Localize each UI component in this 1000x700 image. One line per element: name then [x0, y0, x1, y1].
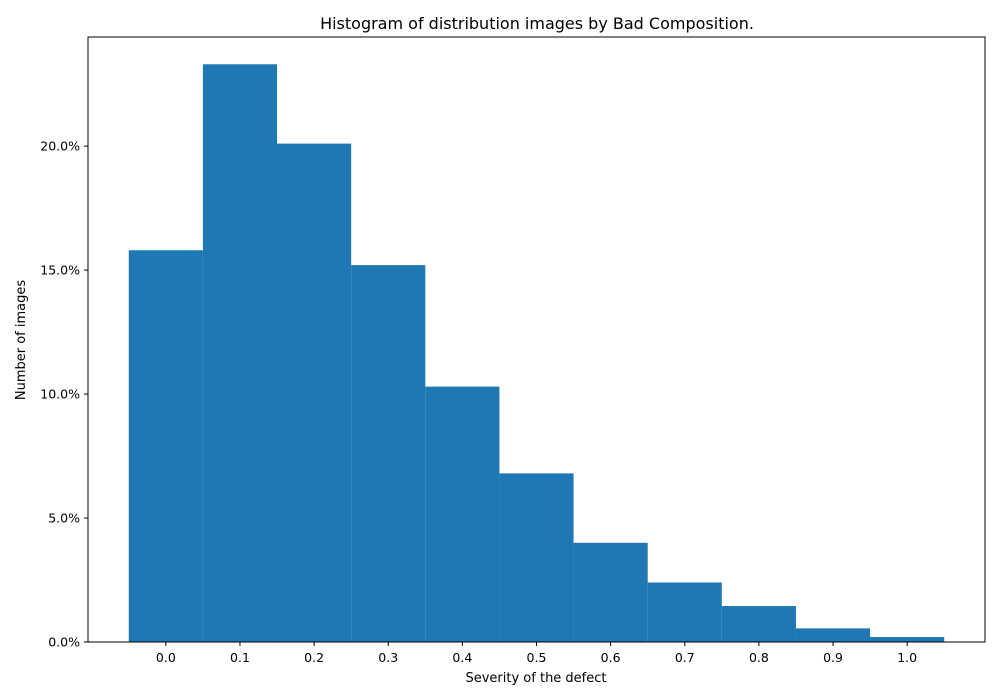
bars-group — [128, 64, 945, 643]
x-tick-label: 0.4 — [452, 650, 472, 665]
x-tick-label: 0.7 — [675, 650, 695, 665]
x-tick-label: 0.0 — [156, 650, 176, 665]
y-axis-label: Number of images — [14, 280, 29, 401]
histogram-bar — [128, 250, 203, 642]
y-tick-label: 15.0% — [40, 263, 80, 278]
histogram-bar — [277, 143, 352, 643]
x-tick-label: 0.1 — [230, 650, 250, 665]
y-tick-label: 5.0% — [48, 511, 80, 526]
x-tick-label: 1.0 — [897, 650, 917, 665]
x-tick-label: 0.6 — [601, 650, 621, 665]
x-axis: 0.0 0.1 0.2 0.3 0.4 0.5 0.6 0.7 0.8 0.9 1.0 — [156, 642, 917, 665]
histogram-bar — [647, 582, 722, 642]
x-tick-label: 0.3 — [378, 650, 398, 665]
x-tick-label: 0.2 — [304, 650, 324, 665]
x-tick-label: 0.8 — [749, 650, 769, 665]
y-axis: 0.0% 5.0% 10.0% 15.0% 20.0% — [40, 139, 88, 650]
histogram-bar — [721, 606, 796, 642]
x-tick-label: 0.5 — [527, 650, 547, 665]
histogram-bar — [795, 628, 871, 642]
x-tick-label: 0.9 — [823, 650, 843, 665]
histogram-bar — [499, 473, 574, 642]
histogram-bar — [425, 386, 500, 642]
histogram-bar — [202, 64, 278, 642]
histogram-bar — [573, 542, 648, 642]
histogram-bar — [870, 637, 945, 642]
y-tick-label: 10.0% — [40, 387, 80, 402]
histogram-bar — [351, 265, 426, 642]
y-tick-label: 0.0% — [48, 635, 80, 650]
y-tick-label: 20.0% — [40, 139, 80, 154]
x-axis-label: Severity of the defect — [465, 671, 606, 686]
chart-title: Histogram of distribution images by Bad … — [320, 14, 754, 33]
